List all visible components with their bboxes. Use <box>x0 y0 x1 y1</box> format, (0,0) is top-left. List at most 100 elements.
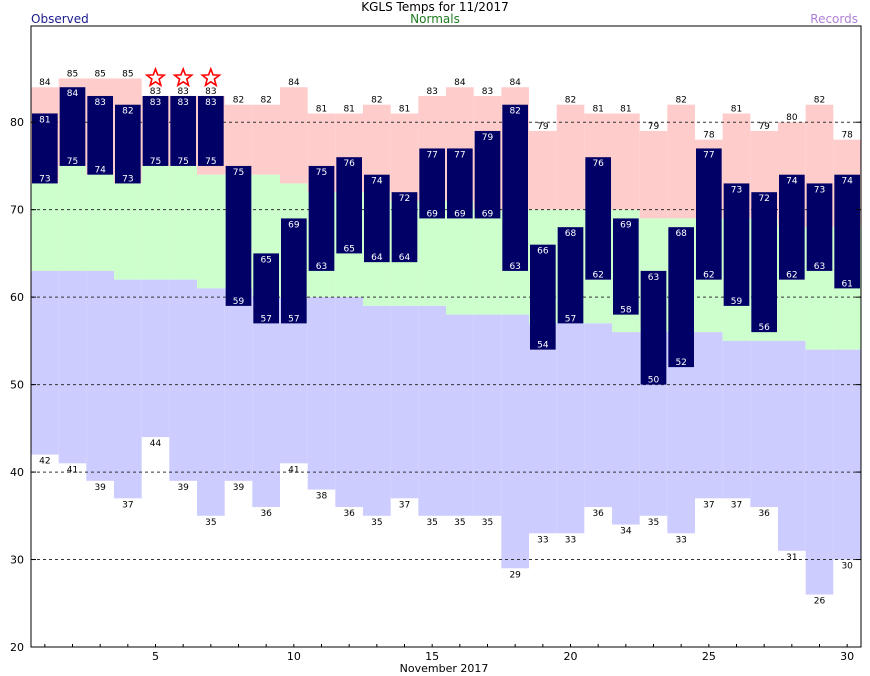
record-low-band <box>750 340 778 508</box>
observed-bar <box>87 95 113 175</box>
observed-high-label: 79 <box>482 133 494 143</box>
observed-bar <box>779 174 805 280</box>
x-tick-label: 5 <box>152 650 159 663</box>
record-high-band <box>280 87 308 184</box>
record-low-label: 33 <box>537 535 548 545</box>
record-high-label: 84 <box>288 78 300 88</box>
record-high-label: 83 <box>150 87 161 97</box>
record-high-band <box>612 113 640 210</box>
record-high-label: 82 <box>814 96 825 106</box>
y-tick-label: 50 <box>10 379 24 392</box>
record-high-label: 85 <box>94 69 105 79</box>
observed-bar <box>336 157 362 254</box>
record-low-label: 39 <box>94 483 106 493</box>
observed-low-label: 64 <box>371 253 383 263</box>
observed-bar <box>32 113 58 184</box>
observed-bar <box>308 165 335 271</box>
observed-bar <box>419 148 445 219</box>
observed-bar <box>59 87 86 166</box>
record-high-label: 81 <box>399 104 410 114</box>
observed-bar <box>198 95 224 166</box>
observed-low-label: 75 <box>150 157 161 167</box>
record-low-band <box>169 279 197 481</box>
record-low-label: 41 <box>288 465 299 475</box>
legend-observed: Observed <box>31 12 89 26</box>
observed-low-label: 73 <box>122 174 133 184</box>
record-low-band <box>335 297 363 508</box>
normal-band <box>114 183 142 280</box>
observed-high-label: 77 <box>703 150 714 160</box>
record-high-label: 78 <box>841 131 853 141</box>
observed-bar <box>474 130 501 219</box>
observed-bar <box>447 148 473 219</box>
x-tick-label: 10 <box>287 650 301 663</box>
record-low-label: 44 <box>150 439 162 449</box>
record-low-label: 41 <box>67 465 78 475</box>
record-low-band <box>446 314 474 516</box>
record-high-label: 83 <box>426 87 437 97</box>
record-low-band <box>86 270 114 481</box>
observed-bar <box>834 174 860 289</box>
observed-bar <box>502 104 528 271</box>
observed-low-label: 65 <box>343 244 354 254</box>
record-low-band <box>280 297 308 464</box>
observed-low-label: 58 <box>620 306 632 316</box>
record-low-band <box>197 288 225 516</box>
record-low-label: 35 <box>426 518 437 528</box>
x-axis-label: November 2017 <box>400 662 489 675</box>
normal-band <box>446 200 474 315</box>
record-star-icon <box>144 66 167 88</box>
observed-high-label: 84 <box>67 89 79 99</box>
observed-low-label: 63 <box>509 262 520 272</box>
record-star-icon <box>200 66 222 88</box>
observed-high-label: 75 <box>233 168 244 178</box>
record-low-label: 36 <box>758 509 770 519</box>
record-low-band <box>390 305 419 499</box>
record-high-label: 85 <box>67 69 78 79</box>
record-low-band <box>252 297 280 508</box>
record-low-label: 29 <box>509 570 521 580</box>
observed-high-label: 82 <box>122 107 133 117</box>
record-low-band <box>114 279 142 499</box>
record-low-label: 37 <box>399 500 410 510</box>
observed-high-label: 74 <box>786 177 798 187</box>
observed-bar <box>364 174 390 263</box>
observed-bar <box>613 218 639 315</box>
observed-high-label: 82 <box>509 107 520 117</box>
observed-low-label: 73 <box>39 174 50 184</box>
observed-bar <box>640 270 667 385</box>
observed-bar <box>281 218 307 324</box>
record-high-label: 81 <box>316 104 327 114</box>
observed-bar <box>530 244 556 350</box>
observed-bar <box>115 104 141 184</box>
record-high-band <box>224 104 253 175</box>
observed-low-label: 54 <box>537 341 549 351</box>
record-low-band <box>556 323 585 534</box>
record-high-label: 83 <box>482 87 493 97</box>
record-low-label: 35 <box>205 518 216 528</box>
record-high-label: 78 <box>703 131 715 141</box>
observed-high-label: 83 <box>205 98 216 108</box>
record-high-label: 84 <box>39 78 51 88</box>
observed-low-label: 62 <box>703 271 714 281</box>
record-high-band <box>390 113 419 201</box>
observed-bar <box>391 192 418 263</box>
normal-band <box>197 174 225 289</box>
record-low-label: 39 <box>177 483 189 493</box>
record-high-band <box>639 130 668 219</box>
observed-low-label: 50 <box>648 376 660 386</box>
record-low-band <box>722 340 751 499</box>
record-low-band <box>363 305 391 516</box>
observed-high-label: 81 <box>39 115 50 125</box>
record-high-label: 82 <box>675 96 686 106</box>
observed-low-label: 62 <box>592 271 603 281</box>
observed-low-label: 75 <box>67 157 78 167</box>
record-low-band <box>529 323 557 534</box>
legend-normals: Normals <box>410 12 460 26</box>
observed-bar <box>751 192 777 333</box>
record-high-label: 83 <box>177 87 188 97</box>
record-high-label: 84 <box>509 78 521 88</box>
record-high-label: 81 <box>592 104 603 114</box>
observed-high-label: 83 <box>177 98 188 108</box>
